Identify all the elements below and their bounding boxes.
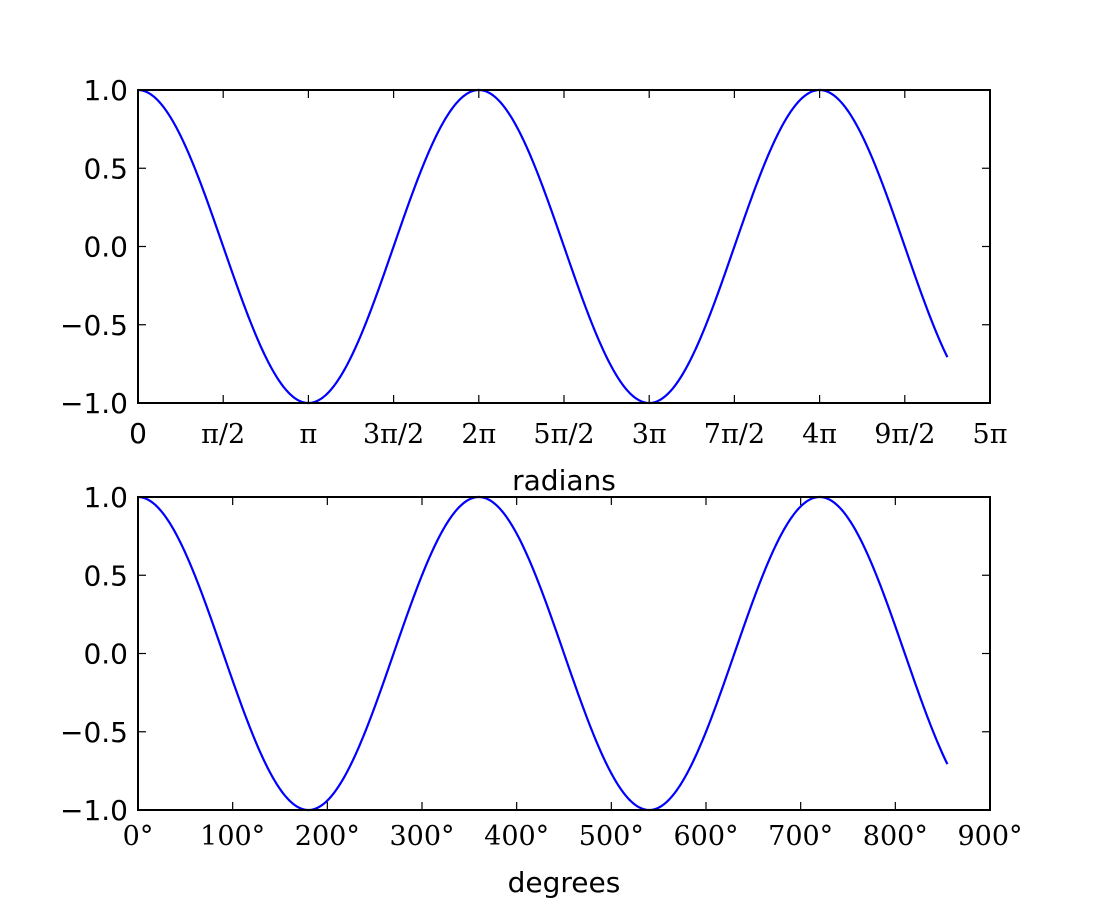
x-tick-label: 5π: [973, 419, 1008, 450]
y-tick-label: −0.5: [60, 716, 128, 749]
y-tick-label: 1.0: [83, 481, 128, 514]
x-tick-label: 4π: [802, 419, 837, 450]
x-tick-label: 300°: [389, 821, 454, 852]
y-tick-label: 0.0: [83, 231, 128, 264]
x-tick-label: 3π/2: [363, 419, 424, 450]
x-tick-label: 700°: [768, 821, 833, 852]
series-line: [137, 88, 949, 405]
y-tick-label: 1.0: [83, 74, 128, 107]
x-tick-label: 500°: [579, 821, 644, 852]
x-axis-label: degrees: [508, 866, 621, 899]
y-tick-label: 0.0: [83, 638, 128, 671]
x-tick-label: 5π/2: [533, 419, 594, 450]
x-tick-label: 800°: [863, 821, 928, 852]
y-tick-label: 0.5: [83, 152, 128, 185]
x-tick-label: 3π: [632, 419, 667, 450]
x-tick-label: π: [300, 419, 318, 450]
plot-degrees: 1.0 0.5 0.0 −0.5 −1.00° 100° 200° 300° 400° 500° 6…: [60, 481, 1023, 899]
x-tick-label: 200°: [295, 821, 360, 852]
x-axis-label: radians: [512, 464, 616, 497]
x-tick-label: 400°: [484, 821, 549, 852]
x-tick-label: 0°: [123, 821, 154, 852]
x-tick-label: 600°: [673, 821, 738, 852]
x-tick-label: 7π/2: [704, 419, 765, 450]
x-tick-label: π/2: [201, 419, 245, 450]
x-tick-label: 900°: [957, 821, 1022, 852]
y-tick-label: −1.0: [60, 387, 128, 420]
x-tick-label: 2π: [461, 419, 496, 450]
y-tick-label: −1.0: [60, 794, 128, 827]
y-tick-label: −0.5: [60, 309, 128, 342]
x-tick-label: 9π/2: [874, 419, 935, 450]
x-tick-label: 0: [129, 417, 147, 450]
y-tick-label: 0.5: [83, 559, 128, 592]
plot-radians: 1.0 0.5 0.0 −0.5 −1.00 π/2 π 3π/2 2π 5π/2 3π 7π/2 4π…: [60, 74, 1007, 497]
x-tick-label: 100°: [200, 821, 265, 852]
series-line: [137, 495, 949, 812]
